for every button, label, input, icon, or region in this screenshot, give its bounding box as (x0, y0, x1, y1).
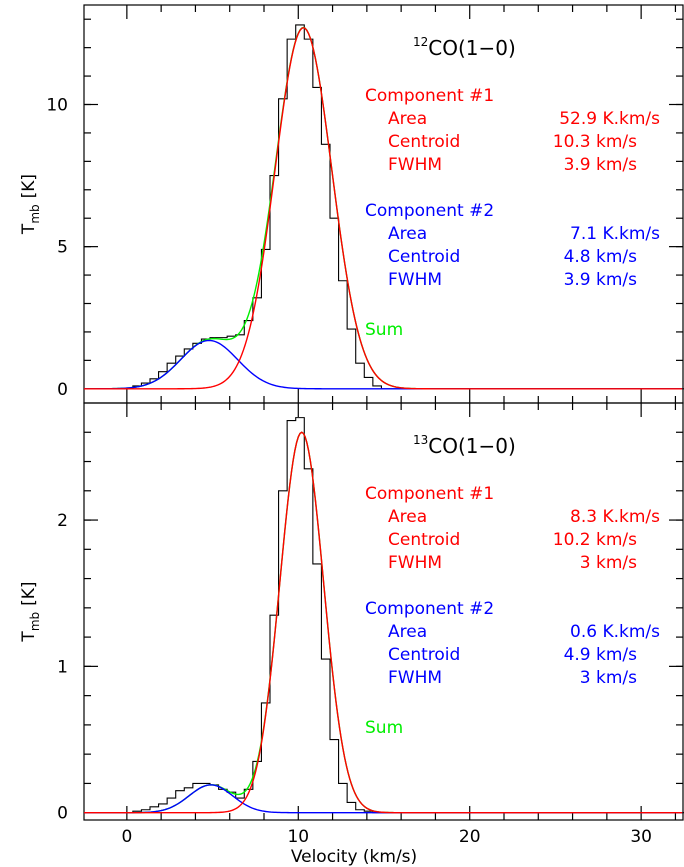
x-tick-label: 0 (121, 827, 132, 847)
y-axis-title-main: T (19, 223, 39, 235)
component-1-fit-line (84, 26, 683, 390)
spectrum-histogram (84, 24, 684, 390)
component-2-fwhm: 3 km/s (580, 668, 637, 688)
component-1-title: Component #1 (365, 86, 494, 106)
y-tick-label: 5 (57, 238, 68, 258)
y-axis-title: Tmb [K] (19, 581, 42, 642)
y-axis-title-unit: [K] (19, 174, 39, 198)
component-2-centroid: 4.9 km/s (564, 645, 638, 665)
component-2-fwhm-label: FWHM (388, 668, 442, 688)
y-axis-title-main: T (19, 631, 39, 643)
molecule-label: 12CO(1−0) (413, 35, 516, 60)
component-1-centroid-label: Centroid (388, 530, 460, 550)
component-1-centroid-label: Centroid (388, 132, 460, 152)
x-axis-title: Velocity (km/s) (291, 847, 417, 867)
component-1-title: Component #1 (365, 484, 494, 504)
sum-label: Sum (365, 718, 403, 738)
y-axis-title-sub: mb (28, 612, 42, 631)
component-1-area: 8.3 K.km/s (570, 507, 660, 527)
molecule-name: CO(1−0) (428, 434, 516, 458)
component-2-centroid-label: Centroid (388, 247, 460, 267)
component-2-area: 7.1 K.km/s (570, 224, 660, 244)
sum-label: Sum (365, 320, 403, 340)
molecule-isotope: 12 (413, 35, 428, 49)
y-tick-label: 10 (46, 96, 68, 116)
molecule-label: 13CO(1−0) (413, 433, 516, 458)
component-1-area-label: Area (388, 109, 427, 129)
component-1-fwhm: 3 km/s (580, 553, 637, 573)
component-1-centroid: 10.2 km/s (553, 530, 637, 550)
component-2-area: 0.6 K.km/s (570, 622, 660, 642)
component-2-centroid-label: Centroid (388, 645, 460, 665)
spectrum-histogram (84, 417, 684, 814)
y-tick-label: 1 (57, 657, 68, 677)
component-1-area-label: Area (388, 507, 427, 527)
component-1-fwhm: 3.9 km/s (564, 155, 638, 175)
x-tick-label: 30 (630, 827, 652, 847)
component-2-title: Component #2 (365, 599, 494, 619)
component-1-centroid: 10.3 km/s (553, 132, 637, 152)
plot-frame (83, 402, 684, 821)
molecule-isotope: 13 (413, 433, 428, 447)
component-2-title: Component #2 (365, 201, 494, 221)
panel-top: 0 5 10 Tmb [K] 12CO(1−0) Component #1 Area 52.9 … (19, 4, 684, 404)
component-2-area-label: Area (388, 224, 427, 244)
component-2-area-label: Area (388, 622, 427, 642)
component-1-fwhm-label: FWHM (388, 155, 442, 175)
component-2-fwhm-label: FWHM (388, 270, 442, 290)
y-axis-title: Tmb [K] (19, 174, 42, 235)
component-2-fit-line (84, 784, 683, 814)
x-tick-label: 10 (287, 827, 309, 847)
component-1-fwhm-label: FWHM (388, 553, 442, 573)
y-tick-label: 0 (57, 380, 68, 400)
component-1-fit-line (84, 431, 683, 814)
component-2-centroid: 4.8 km/s (564, 247, 638, 267)
component-1-area: 52.9 K.km/s (559, 109, 660, 129)
molecule-name: CO(1−0) (428, 36, 516, 60)
component-2-fwhm: 3.9 km/s (564, 270, 638, 290)
x-tick-label: 20 (459, 827, 481, 847)
y-axis-title-unit: [K] (19, 581, 39, 605)
y-tick-label: 2 (57, 511, 68, 531)
y-axis-title-sub: mb (28, 204, 42, 223)
y-tick-label: 0 (57, 804, 68, 824)
